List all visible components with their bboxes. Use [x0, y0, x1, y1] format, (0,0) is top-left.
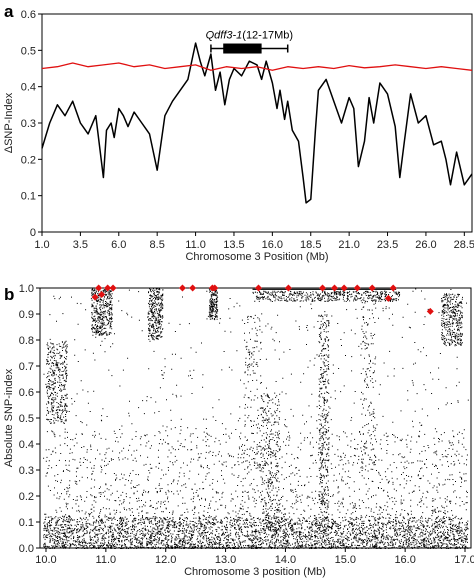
chart-a-y-axis-label: ΔSNP-Index — [3, 92, 15, 153]
chart-a-y-axis: 0 0.1 0.2 0.3 0.4 0.5 0.6 — [21, 9, 42, 239]
x-tick-label: 18.5 — [300, 239, 321, 251]
marker-point — [104, 284, 112, 292]
x-tick-label: 21.0 — [338, 239, 359, 251]
chart-b-y-axis: 0.0 0.1 0.2 0.3 0.4 0.5 0.6 0.7 0.8 0.9 1.0 — [19, 283, 40, 555]
y-tick-label: 0.5 — [21, 45, 36, 57]
marker-point — [98, 291, 106, 298]
x-tick-label: 13.5 — [223, 239, 244, 251]
y-tick-label: 0.8 — [19, 335, 34, 347]
marker-point — [189, 284, 197, 292]
x-tick-label: 12.0 — [155, 554, 176, 566]
marker-point — [340, 284, 348, 292]
panel-a-label: a — [4, 2, 14, 21]
marker-point — [95, 284, 103, 292]
marker-point — [254, 284, 262, 292]
chart-a: a 0 0.1 0.2 0.3 0.4 0.5 0.6 1.0 3.5 6.0 8.5 11.0 13… — [3, 2, 474, 263]
chart-a-x-axis-label: Chromosome 3 Position (Mb) — [185, 251, 328, 263]
x-tick-label: 8.5 — [150, 239, 165, 251]
y-tick-label: 0.4 — [21, 82, 36, 94]
y-tick-label: 0.1 — [21, 191, 36, 203]
marker-point — [426, 307, 434, 315]
marker-point — [284, 284, 292, 292]
x-tick-label: 11.0 — [185, 239, 206, 251]
chart-b-frame — [39, 287, 472, 549]
y-tick-label: 0.6 — [21, 9, 36, 21]
marker-point — [384, 294, 392, 302]
x-tick-label: 16.0 — [394, 554, 415, 566]
qtl-label: Qdff3-1(12-17Mb) — [206, 30, 293, 42]
chart-b-markers — [91, 284, 434, 315]
x-tick-label: 17.0 — [454, 554, 474, 566]
marker-point — [331, 284, 339, 292]
y-tick-label: 0 — [30, 227, 36, 239]
qtl-box — [223, 43, 262, 54]
y-tick-label: 0.2 — [19, 491, 34, 503]
y-tick-label: 0.6 — [19, 387, 34, 399]
y-tick-label: 0.2 — [21, 154, 36, 166]
y-tick-label: 0.9 — [19, 309, 34, 321]
marker-point — [368, 284, 376, 292]
marker-point — [389, 284, 397, 292]
qtl-name: Qdff3-1 — [206, 30, 243, 42]
chart-b-x-axis-label: Chromosome 3 position (Mb) — [184, 566, 326, 578]
y-tick-label: 0.1 — [19, 517, 34, 529]
x-tick-label: 1.0 — [34, 239, 49, 251]
y-tick-label: 0.3 — [21, 118, 36, 130]
x-tick-label: 15.0 — [335, 554, 356, 566]
panel-b-label: b — [4, 285, 14, 304]
marker-point — [91, 293, 99, 301]
qtl-range: (12-17Mb) — [242, 30, 293, 42]
y-tick-label: 0.5 — [19, 413, 34, 425]
marker-point — [353, 284, 361, 292]
y-tick-label: 0.3 — [19, 465, 34, 477]
snp-points — [43, 288, 469, 549]
x-tick-label: 13.0 — [215, 554, 236, 566]
marker-point — [109, 284, 117, 292]
x-tick-label: 23.5 — [377, 239, 398, 251]
chart-a-plot-area — [41, 42, 473, 204]
y-tick-label: 0.0 — [19, 543, 34, 555]
y-tick-label: 0.4 — [19, 439, 34, 451]
x-tick-label: 11.0 — [96, 554, 117, 566]
x-tick-label: 6.0 — [111, 239, 126, 251]
y-tick-label: 0.7 — [19, 361, 34, 373]
x-tick-label: 3.5 — [73, 239, 88, 251]
x-tick-label: 16.0 — [262, 239, 283, 251]
chart-b: b 0.0 0.1 0.2 0.3 0.4 0.5 0.6 0.7 0.8 0.9 1.0 10.0… — [3, 283, 474, 578]
x-tick-label: 14.0 — [275, 554, 296, 566]
chart-b-points — [43, 288, 469, 549]
x-tick-label: 26.0 — [415, 239, 436, 251]
x-tick-label: 10.0 — [35, 554, 56, 566]
x-tick-label: 28.5 — [454, 239, 474, 251]
marker-point — [211, 284, 219, 292]
chart-b-y-axis-label: Absolute SNP-index — [3, 368, 15, 467]
delta-snp-index-line — [41, 42, 473, 204]
chart-b-x-axis: 10.0 11.0 12.0 13.0 14.0 15.0 16.0 17.0 — [35, 548, 474, 566]
qtl-annotation: Qdff3-1(12-17Mb) — [206, 30, 293, 54]
y-tick-label: 1.0 — [19, 283, 34, 295]
marker-point — [319, 284, 327, 292]
threshold-line — [41, 62, 473, 71]
marker-point — [178, 284, 186, 292]
chart-a-x-axis: 1.0 3.5 6.0 8.5 11.0 13.5 16.0 18.5 21.0 23.5 26.0… — [34, 232, 474, 251]
